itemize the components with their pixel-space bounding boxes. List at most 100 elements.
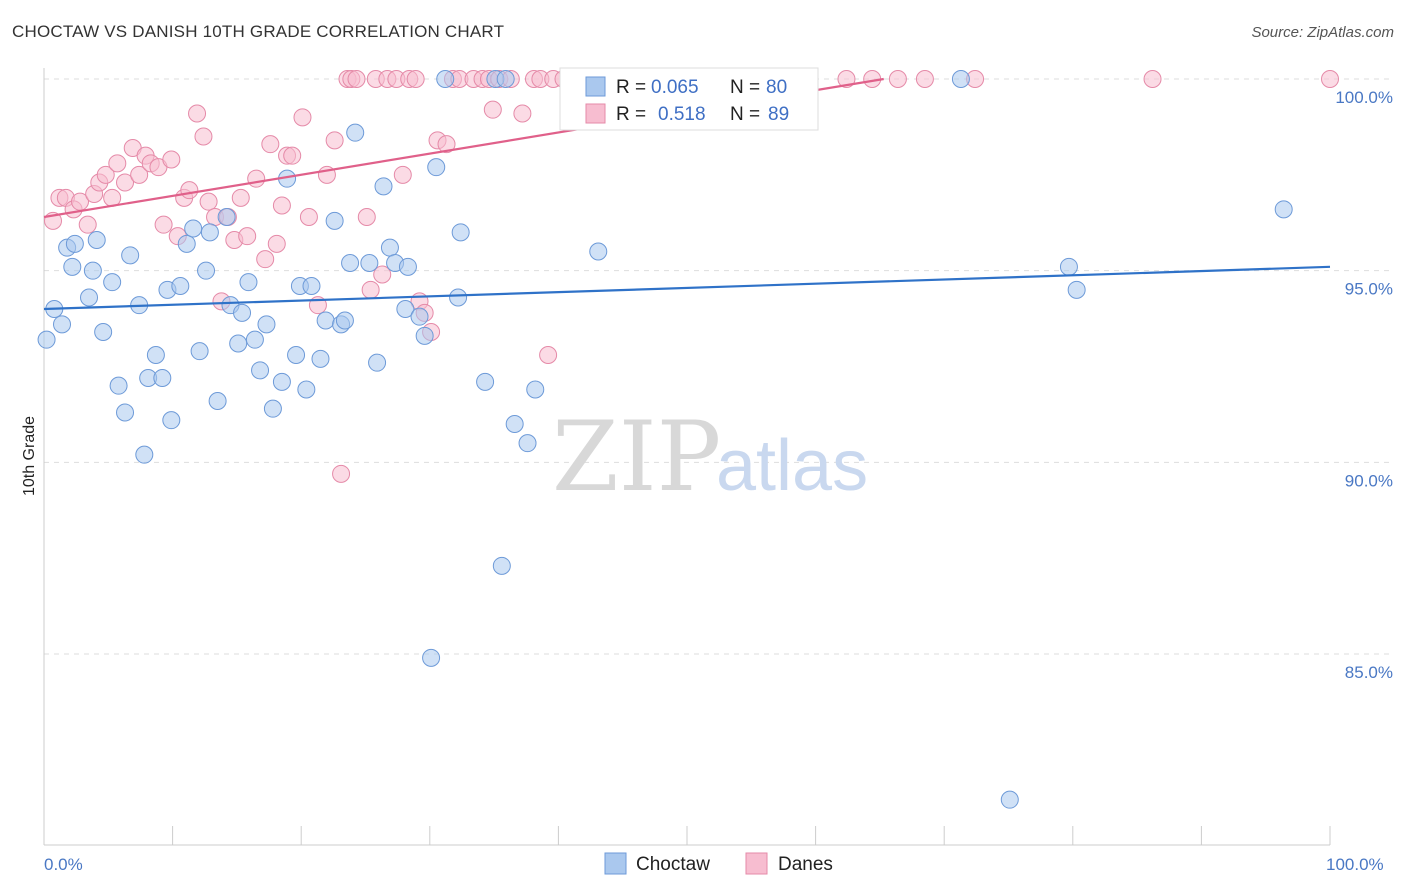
choctaw-point — [518, 434, 537, 453]
y-axis-title: 10th Grade — [21, 416, 38, 496]
choctaw-point — [257, 315, 276, 334]
choctaw-point — [1000, 790, 1019, 809]
danes-point — [299, 208, 318, 226]
choctaw-point — [311, 349, 330, 368]
grid — [44, 78, 1394, 655]
danes-point — [888, 70, 907, 88]
choctaw-point — [360, 254, 379, 272]
y-tick-label: 95.0% — [1345, 280, 1393, 299]
choctaw-point — [197, 261, 216, 280]
legend-swatch-choctaw — [585, 76, 606, 97]
choctaw-point — [153, 369, 172, 387]
choctaw-point — [1067, 280, 1086, 299]
choctaw-point — [229, 334, 248, 353]
choctaw-point — [341, 254, 360, 272]
choctaw-point — [325, 211, 344, 230]
danes-point — [162, 150, 181, 169]
bottom-legend-label-choctaw: Choctaw — [636, 854, 710, 875]
choctaw-point — [245, 330, 264, 349]
danes-point — [332, 464, 351, 483]
legend-n-value-choctaw: 80 — [766, 77, 787, 98]
source-label: Source: ZipAtlas.com — [1251, 24, 1394, 41]
choctaw-point — [121, 246, 140, 265]
danes-point — [247, 169, 266, 188]
danes-point — [393, 165, 412, 184]
danes-point — [130, 165, 149, 184]
choctaw-point — [451, 223, 470, 242]
choctaw-point — [116, 403, 135, 422]
choctaw-point — [436, 70, 455, 88]
choctaw-point — [302, 277, 321, 295]
danes-point — [238, 227, 257, 246]
danes-point — [78, 215, 97, 234]
danes-point — [231, 188, 250, 207]
danes-point — [325, 131, 344, 150]
choctaw-point — [135, 445, 154, 464]
choctaw-point — [346, 123, 365, 142]
choctaw-point — [272, 372, 291, 391]
choctaw-point — [287, 346, 306, 364]
danes-point — [437, 135, 456, 154]
choctaw-point — [184, 219, 203, 238]
bottom-legend-swatch-choctaw — [604, 852, 627, 875]
choctaw-point — [53, 315, 72, 334]
choctaw-point — [162, 411, 181, 430]
choctaw-point — [422, 648, 441, 667]
danes-point — [837, 70, 856, 88]
choctaw-point — [505, 415, 524, 433]
choctaw-point — [589, 242, 608, 261]
choctaw-point — [526, 380, 545, 399]
choctaw-point — [233, 303, 252, 322]
danes-point — [272, 196, 291, 215]
choctaw-point — [263, 399, 282, 418]
x-tick-label-min: 0.0% — [44, 855, 83, 874]
watermark-atlas-text: atlas — [716, 426, 868, 506]
danes-point — [261, 135, 280, 154]
x-tick-label-max: 100.0% — [1326, 855, 1384, 874]
choctaw-point — [37, 330, 56, 349]
danes-point — [267, 234, 286, 253]
y-tick-labels: 85.0% 90.0% 95.0% 100.0% — [1335, 88, 1393, 682]
danes-point — [108, 154, 127, 173]
legend-r-value-danes: 0.518 — [658, 104, 706, 125]
danes-point — [194, 127, 213, 146]
choctaw-point — [1059, 257, 1078, 276]
danes-point — [154, 215, 173, 234]
bottom-legend-swatch-danes — [745, 852, 768, 875]
danes-point — [293, 108, 312, 127]
danes-point — [513, 104, 532, 123]
choctaw-point — [476, 372, 495, 391]
bottom-legend: Choctaw Danes — [604, 852, 833, 875]
x-ticks — [43, 826, 1331, 845]
choctaw-point — [190, 342, 209, 361]
legend-swatch-danes — [585, 103, 606, 124]
choctaw-point — [94, 323, 113, 341]
choctaw-point — [415, 326, 434, 345]
legend-n-value-danes: 89 — [768, 104, 789, 125]
danes-point — [283, 146, 302, 165]
bottom-legend-label-danes: Danes — [778, 854, 833, 875]
danes-point — [357, 208, 376, 226]
choctaw-point — [368, 353, 387, 372]
legend-box: R = 0.065 N = 80 R = 0.518 N = 89 — [559, 67, 819, 131]
choctaw-point — [146, 346, 165, 364]
y-tick-label: 85.0% — [1345, 663, 1393, 682]
choctaw-point — [496, 70, 515, 88]
danes-point — [1321, 70, 1339, 88]
danes-point — [373, 265, 392, 284]
danes-point — [199, 192, 218, 211]
choctaw-point — [380, 238, 399, 257]
y-tick-label: 100.0% — [1335, 88, 1393, 107]
choctaw-point — [239, 273, 258, 292]
choctaw-point — [316, 311, 335, 330]
chart-title: CHOCTAW VS DANISH 10TH GRADE CORRELATION… — [12, 22, 505, 41]
choctaw-point — [1274, 200, 1293, 219]
choctaw-point — [63, 257, 82, 276]
choctaw-point — [80, 288, 99, 307]
danes-point — [406, 70, 425, 88]
legend-r-label-danes: R = — [616, 104, 646, 125]
choctaw-point — [83, 261, 102, 280]
danes-point — [96, 165, 115, 184]
choctaw-point — [217, 208, 236, 226]
danes-point — [915, 70, 934, 88]
